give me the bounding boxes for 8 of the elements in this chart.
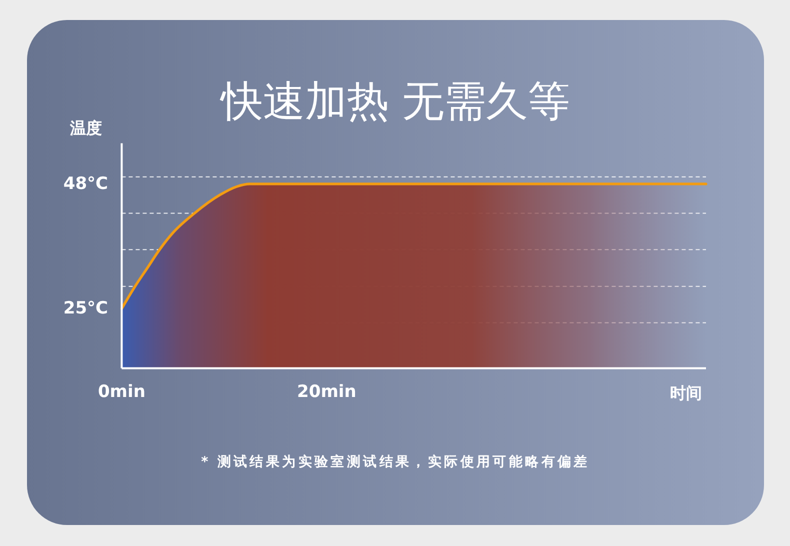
x-tick-label: 0min (98, 382, 146, 402)
y-tick-label: 25°C (63, 298, 108, 319)
x-tick-label: 20min (297, 382, 356, 402)
y-tick-label: 48°C (63, 174, 108, 194)
text: * 测试结果为实验室测试结果，实际使用可能略有偏差 (201, 453, 590, 470)
x-axis-title: 时间 (670, 384, 702, 402)
chart-title: 快速加热 无需久等 (218, 76, 570, 126)
y-axis-title: 温度 (69, 118, 102, 138)
